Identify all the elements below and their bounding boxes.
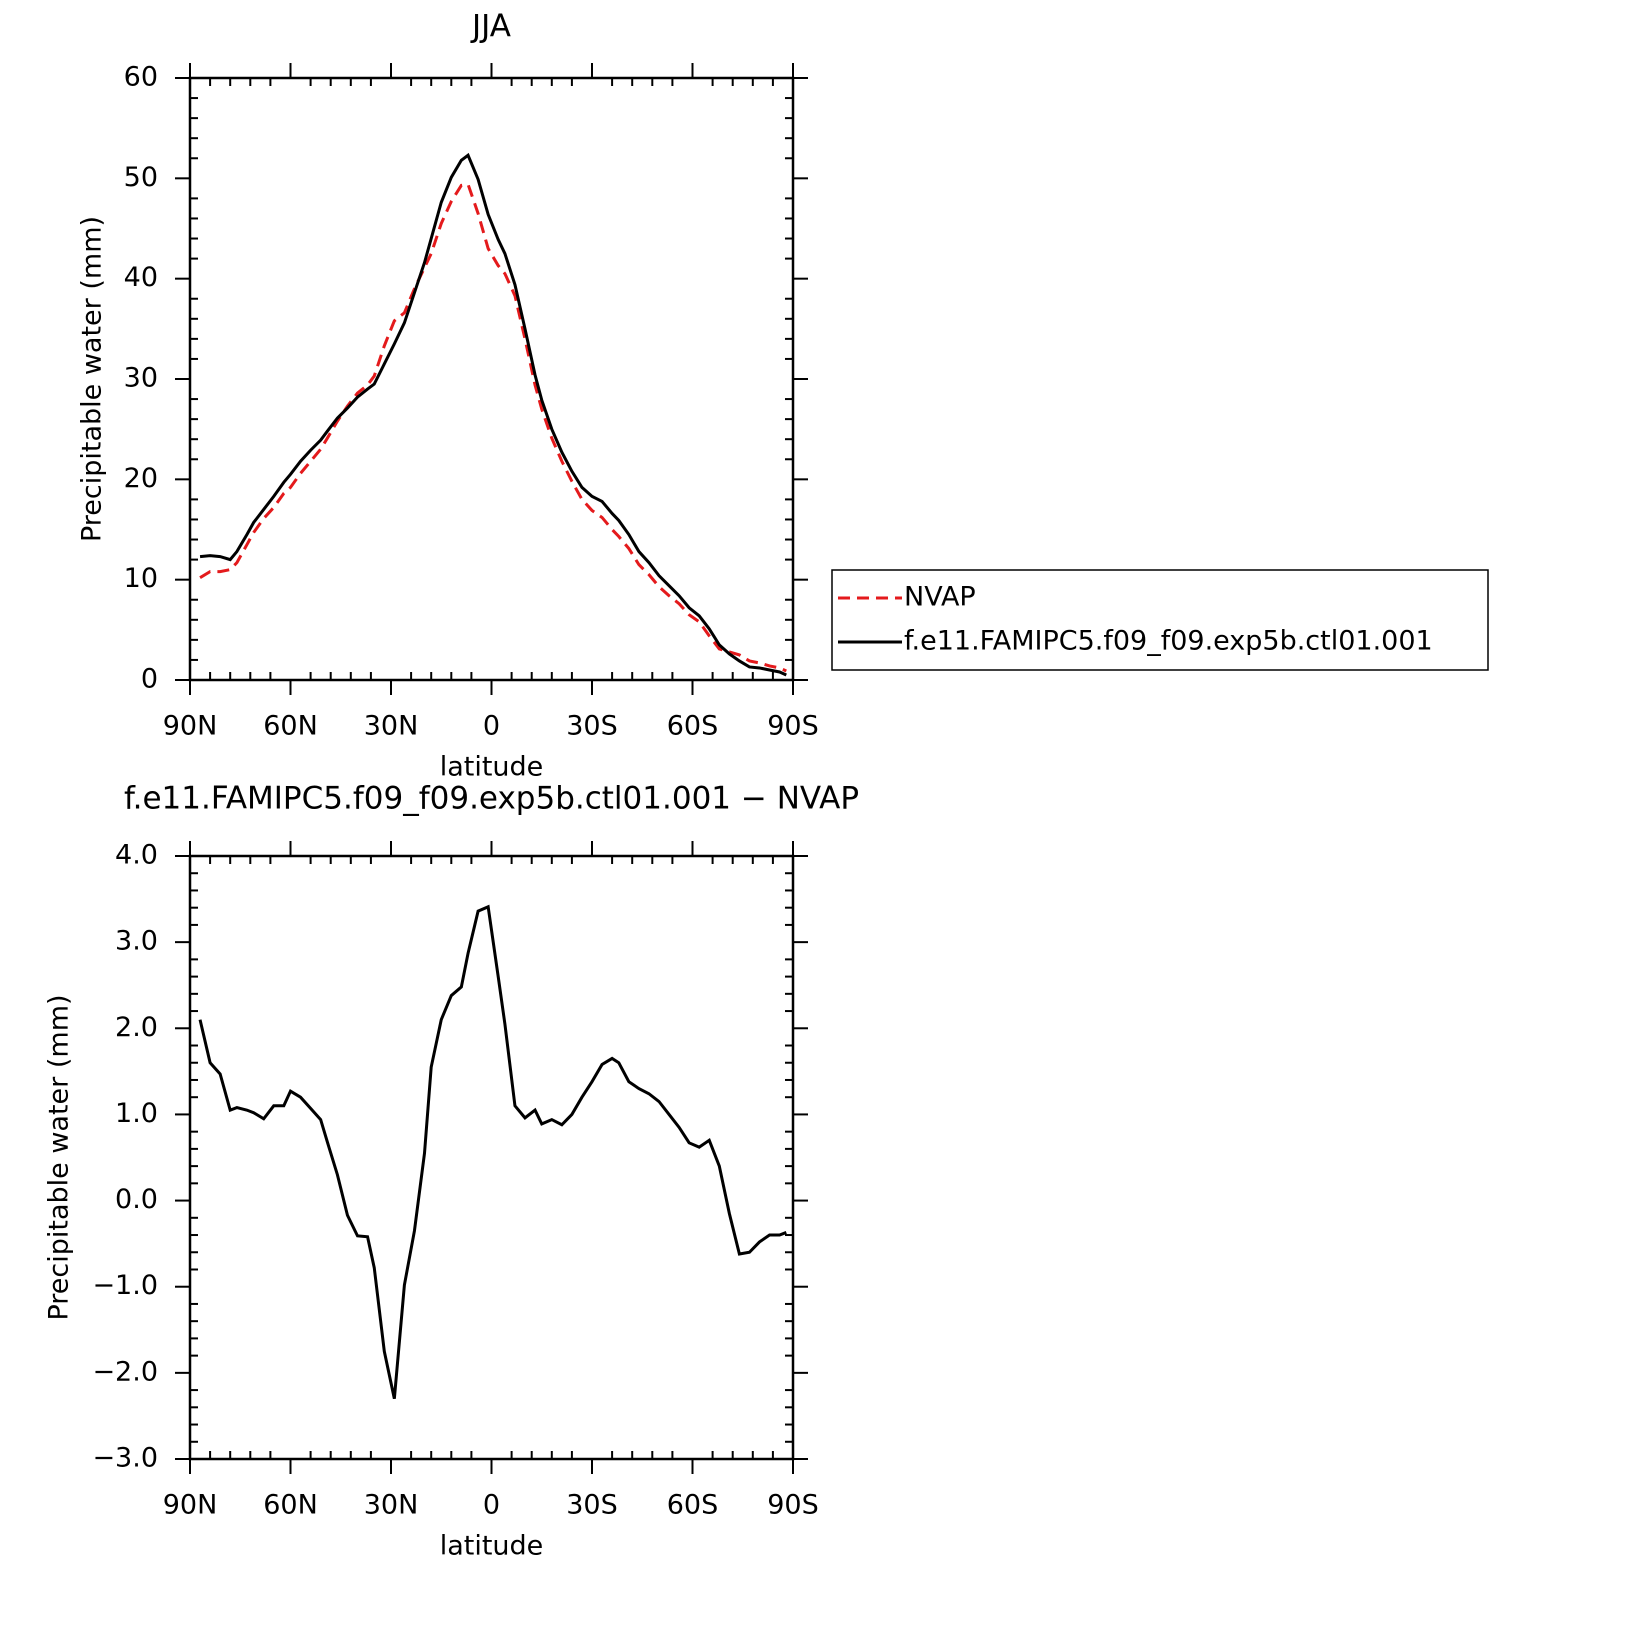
- x-tick-label: 90N: [163, 1490, 218, 1521]
- legend-label: f.e11.FAMIPC5.f09_f09.exp5b.ctl01.001: [904, 626, 1433, 657]
- y-tick-label: 0: [141, 664, 158, 695]
- x-tick-label: 60S: [667, 1490, 719, 1521]
- y-tick-label: 0.0: [115, 1184, 158, 1215]
- y-tick-label: 20: [124, 463, 158, 494]
- y-tick-label: 2.0: [115, 1012, 158, 1043]
- y-axis-label: Precipitable water (mm): [77, 216, 108, 542]
- chart-title: JJA: [470, 9, 511, 45]
- series-line: [199, 182, 787, 673]
- x-tick-label: 60N: [263, 711, 318, 742]
- y-axis-label: Precipitable water (mm): [44, 994, 75, 1320]
- series-line: [199, 152, 787, 677]
- x-tick-label: 0: [483, 1490, 500, 1521]
- y-tick-label: 1.0: [115, 1098, 158, 1129]
- chart-title: f.e11.FAMIPC5.f09_f09.exp5b.ctl01.001 − …: [124, 781, 859, 817]
- y-tick-label: −1.0: [92, 1270, 158, 1301]
- x-tick-label: 90S: [767, 1490, 819, 1521]
- legend-box: [831, 569, 1489, 671]
- legend-label: NVAP: [904, 582, 976, 613]
- x-tick-label: 60N: [263, 1490, 318, 1521]
- y-tick-label: 4.0: [115, 840, 158, 871]
- y-tick-label: −2.0: [92, 1356, 158, 1387]
- x-tick-label: 30N: [364, 1490, 419, 1521]
- series-line: [198, 904, 787, 1400]
- y-tick-label: 10: [124, 563, 158, 594]
- x-tick-label: 30S: [566, 711, 618, 742]
- x-tick-label: 30N: [364, 711, 419, 742]
- x-tick-label: 30S: [566, 1490, 618, 1521]
- plot-frame: [188, 854, 795, 1461]
- x-tick-label: 90S: [767, 711, 819, 742]
- y-tick-label: 60: [124, 62, 158, 93]
- x-axis-label: latitude: [440, 752, 544, 783]
- x-axis-label: latitude: [440, 1531, 544, 1562]
- x-tick-label: 0: [483, 711, 500, 742]
- x-tick-label: 90N: [163, 711, 218, 742]
- y-tick-label: 40: [124, 262, 158, 293]
- y-tick-label: −3.0: [92, 1443, 158, 1474]
- y-tick-label: 3.0: [115, 926, 158, 957]
- x-tick-label: 60S: [667, 711, 719, 742]
- y-tick-label: 50: [124, 162, 158, 193]
- plot-frame: [188, 76, 795, 682]
- y-tick-label: 30: [124, 363, 158, 394]
